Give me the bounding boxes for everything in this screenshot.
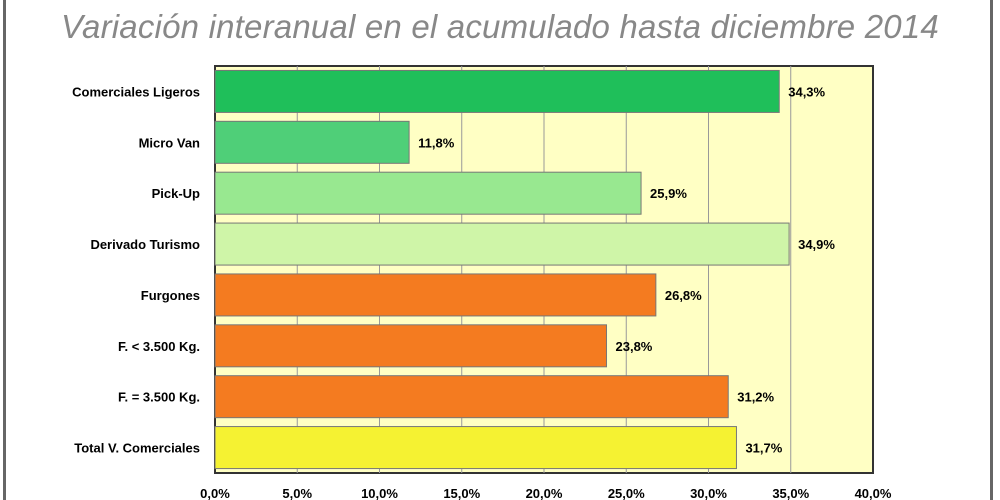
x-tick-label: 35,0% bbox=[772, 486, 809, 500]
data-label: 31,2% bbox=[737, 390, 774, 405]
category-label: Derivado Turismo bbox=[90, 237, 200, 252]
bar bbox=[214, 222, 790, 266]
category-label: F. < 3.500 Kg. bbox=[118, 339, 200, 354]
bar bbox=[214, 273, 657, 317]
data-label: 31,7% bbox=[745, 441, 782, 456]
data-label: 34,9% bbox=[798, 237, 835, 252]
x-tick-label: 15,0% bbox=[443, 486, 480, 500]
bar bbox=[214, 324, 608, 368]
data-label: 34,3% bbox=[788, 84, 825, 99]
category-label: Comerciales Ligeros bbox=[72, 84, 200, 99]
data-label: 11,8% bbox=[418, 135, 455, 150]
bar bbox=[214, 375, 729, 419]
bar bbox=[214, 120, 410, 164]
data-label: 25,9% bbox=[650, 186, 687, 201]
bar bbox=[214, 69, 780, 113]
category-label: Pick-Up bbox=[152, 186, 200, 201]
window-frame bbox=[3, 0, 993, 500]
bar bbox=[214, 171, 642, 215]
x-tick-label: 30,0% bbox=[690, 486, 727, 500]
category-label: Total V. Comerciales bbox=[74, 441, 200, 456]
category-label: F. = 3.500 Kg. bbox=[118, 390, 200, 405]
x-tick-label: 25,0% bbox=[608, 486, 645, 500]
x-tick-label: 40,0% bbox=[855, 486, 892, 500]
x-tick-label: 5,0% bbox=[282, 486, 312, 500]
x-tick-label: 20,0% bbox=[526, 486, 563, 500]
chart-title: Variación interanual en el acumulado has… bbox=[61, 8, 939, 45]
category-label: Micro Van bbox=[139, 135, 200, 150]
data-label: 23,8% bbox=[616, 339, 653, 354]
bar bbox=[214, 426, 737, 470]
x-tick-label: 10,0% bbox=[361, 486, 398, 500]
category-label: Furgones bbox=[141, 288, 200, 303]
data-label: 26,8% bbox=[665, 288, 702, 303]
x-tick-label: 0,0% bbox=[200, 486, 230, 500]
